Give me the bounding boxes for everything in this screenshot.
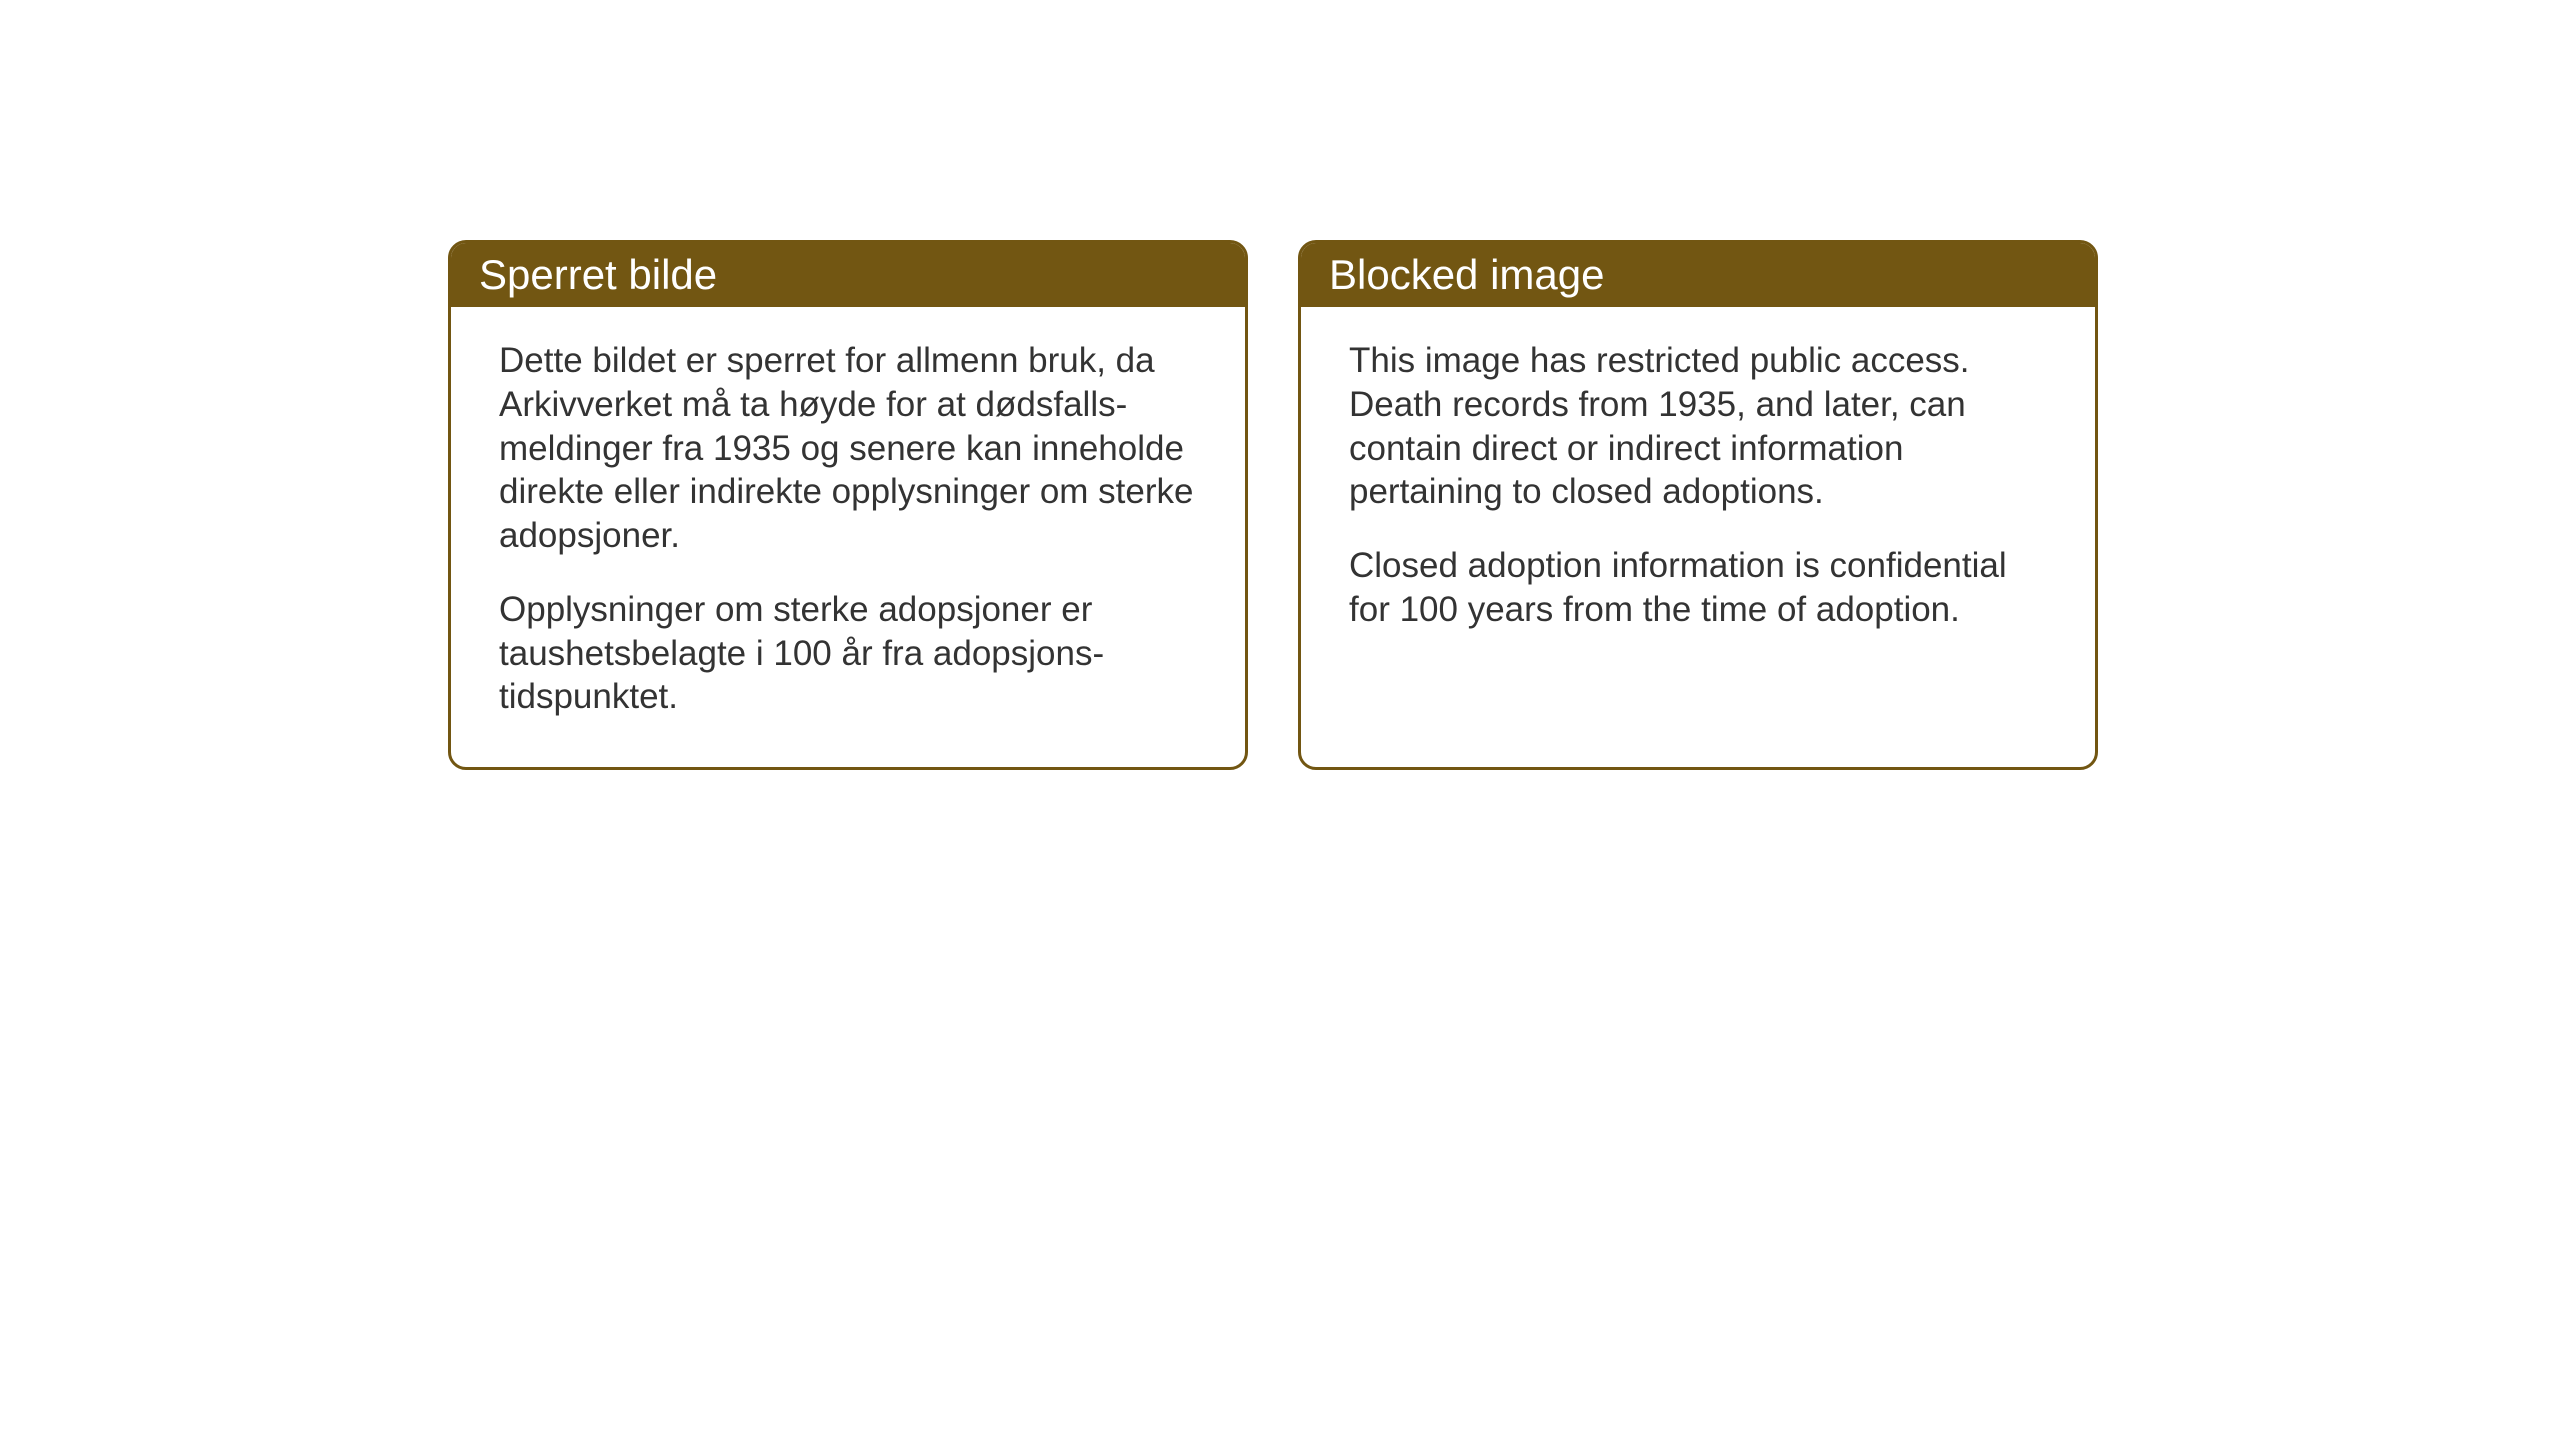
english-card-body: This image has restricted public access.… (1301, 307, 2095, 680)
english-paragraph-2: Closed adoption information is confident… (1349, 544, 2047, 632)
english-card-title: Blocked image (1301, 243, 2095, 307)
norwegian-notice-card: Sperret bilde Dette bildet er sperret fo… (448, 240, 1248, 770)
norwegian-paragraph-1: Dette bildet er sperret for allmenn bruk… (499, 339, 1197, 558)
norwegian-paragraph-2: Opplysninger om sterke adopsjoner er tau… (499, 588, 1197, 719)
norwegian-card-title: Sperret bilde (451, 243, 1245, 307)
notice-container: Sperret bilde Dette bildet er sperret fo… (448, 240, 2098, 770)
english-paragraph-1: This image has restricted public access.… (1349, 339, 2047, 514)
norwegian-card-body: Dette bildet er sperret for allmenn bruk… (451, 307, 1245, 767)
english-notice-card: Blocked image This image has restricted … (1298, 240, 2098, 770)
